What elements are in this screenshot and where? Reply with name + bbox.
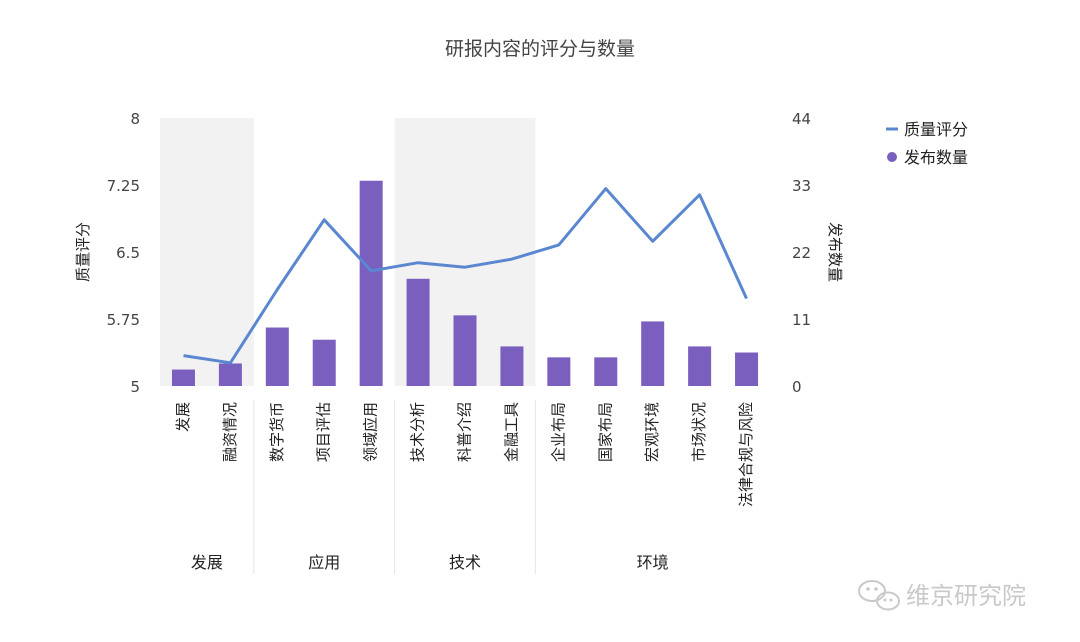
count-bar [406,278,430,386]
group-label: 应用 [308,553,340,572]
category-label: 科普介绍 [456,402,474,462]
right-tick-label: 11 [792,311,811,329]
left-tick-label: 6.5 [116,244,140,262]
count-bar [735,352,759,386]
bar-series [171,180,759,386]
wechat-icon [858,580,900,611]
count-bar [547,357,571,386]
category-label: 技术分析 [409,402,427,462]
left-axis-ticks: 8 7.25 6.5 5.75 5 [107,110,140,396]
group-label: 技术 [449,553,481,572]
category-label: 金融工具 [502,402,520,462]
group-labels: 发展 应用 技术 环境 [191,553,669,572]
count-bar [359,180,383,386]
group-label: 环境 [637,553,669,572]
group-label: 发展 [191,553,223,572]
count-bar [594,357,618,386]
legend-label-count: 发布数量 [904,148,968,167]
category-label: 数字货币 [268,402,286,462]
category-label: 融资情况 [221,402,239,462]
category-label: 企业布局 [549,402,567,462]
count-bar [312,339,336,386]
group-background-bands [160,118,536,386]
right-axis-ticks: 44 33 22 11 0 [792,110,811,396]
right-tick-label: 0 [792,378,802,396]
count-bar [688,346,712,386]
chart-title: 研报内容的评分与数量 [445,38,635,60]
watermark: 维京研究院 [858,580,1026,611]
right-tick-label: 22 [792,244,811,262]
count-bar [218,363,242,386]
category-label: 市场状况 [690,402,708,462]
group-separators [253,400,536,574]
legend-dot-swatch [887,152,897,162]
count-bar [171,369,195,386]
quality-score-line [183,187,748,365]
category-label: 发展 [174,402,192,432]
left-tick-label: 7.25 [107,177,140,195]
right-tick-label: 44 [792,110,811,128]
category-label: 领域应用 [362,402,380,462]
right-tick-label: 33 [792,177,811,195]
left-tick-label: 5.75 [107,311,140,329]
left-axis-title: 质量评分 [74,222,92,282]
category-labels: 发展 融资情况 数字货币 项目评估 领域应用 技术分析 科普介绍 金融工具 企业布局 国家布局 宏观… [174,402,755,507]
legend-label-score: 质量评分 [904,120,968,139]
category-label: 法律合规与风险 [737,402,755,507]
right-axis-title: 发布数量 [826,222,844,282]
legend: 质量评分 发布数量 [886,120,968,167]
count-bar [265,327,289,386]
count-bar [500,346,524,386]
category-label: 项目评估 [315,402,333,462]
left-tick-label: 5 [130,378,140,396]
category-label: 国家布局 [596,402,614,462]
left-tick-label: 8 [130,110,140,128]
watermark-text: 维京研究院 [906,582,1026,610]
count-bar [453,315,477,386]
category-label: 宏观环境 [643,402,661,462]
group-band [160,118,254,386]
count-bar [641,321,665,386]
